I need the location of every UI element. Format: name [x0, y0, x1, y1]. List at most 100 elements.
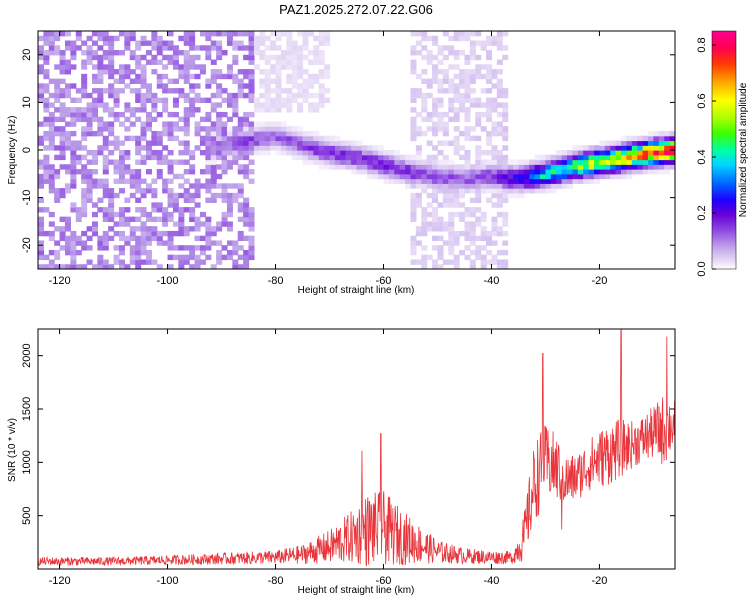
- heatmap-cell: [307, 140, 314, 146]
- heatmap-cell: [480, 230, 487, 237]
- heatmap-cell: [151, 116, 158, 123]
- heatmap-cell: [108, 92, 115, 99]
- heatmap-cell: [653, 150, 660, 156]
- heatmap-cell: [205, 183, 212, 189]
- heatmap-cell: [426, 173, 433, 180]
- heatmap-cell: [189, 245, 196, 251]
- heatmap-cell: [140, 40, 147, 46]
- heatmap-cell: [43, 169, 50, 175]
- heatmap-cell: [410, 211, 417, 218]
- snr-x-ticks: -120 -100 -80 -60 -40 -20: [49, 329, 607, 587]
- heatmap-cell: [459, 164, 466, 170]
- heatmap-cell: [442, 159, 449, 165]
- heatmap-cell: [448, 230, 455, 237]
- heatmap-cell: [653, 159, 660, 165]
- heatmap-cell: [426, 35, 433, 42]
- heatmap-cell: [97, 145, 104, 151]
- heatmap-cell: [48, 116, 55, 123]
- heatmap-cell: [318, 54, 325, 61]
- heatmap-cell: [167, 40, 174, 46]
- heatmap-cell: [453, 50, 460, 56]
- heatmap-cell: [464, 78, 471, 84]
- heatmap-cell: [313, 102, 320, 108]
- heatmap-cell: [216, 221, 223, 227]
- heatmap-cell: [167, 178, 174, 184]
- heatmap-cell: [70, 245, 77, 251]
- heatmap-cell: [318, 35, 325, 42]
- heatmap-cell: [210, 69, 217, 75]
- heatmap-cell: [156, 135, 163, 142]
- heatmap-cell: [216, 126, 223, 132]
- heatmap-cell: [172, 192, 179, 199]
- heatmap-cell: [70, 111, 77, 118]
- heatmap-cell: [302, 92, 309, 99]
- heatmap-cell: [43, 207, 50, 213]
- heatmap-cell: [324, 35, 331, 42]
- heatmap-cell: [129, 111, 136, 118]
- heatmap-cell: [205, 130, 212, 137]
- heatmap-cell: [313, 150, 320, 156]
- heatmap-cell: [118, 173, 125, 180]
- heatmap-cell: [594, 173, 601, 180]
- heatmap-cell: [48, 235, 55, 242]
- heatmap-cell: [475, 178, 482, 184]
- heatmap-cell: [405, 169, 412, 175]
- heatmap-cell: [432, 211, 439, 218]
- heatmap-cell: [437, 69, 444, 75]
- heatmap-cell: [48, 230, 55, 237]
- heatmap-cell: [453, 116, 460, 123]
- heatmap-cell: [280, 121, 287, 127]
- heatmap-cell: [194, 145, 201, 151]
- heatmap-cell: [102, 211, 109, 218]
- heatmap-cell: [518, 169, 525, 175]
- heatmap-cell: [448, 102, 455, 108]
- heatmap-cell: [378, 145, 385, 151]
- heatmap-cell: [64, 226, 71, 232]
- heatmap-cell: [448, 107, 455, 113]
- heatmap-cell: [64, 88, 71, 94]
- heatmap-cell: [248, 221, 255, 227]
- heatmap-cell: [480, 64, 487, 70]
- heatmap-cell: [286, 92, 293, 99]
- heatmap-cell: [70, 107, 77, 113]
- heatmap-cell: [178, 73, 185, 80]
- colorbar-tick-label: 0.4: [696, 149, 708, 164]
- heatmap-cell: [226, 64, 233, 70]
- heatmap-cell: [172, 135, 179, 142]
- heatmap-cell: [432, 54, 439, 61]
- heatmap-cell: [135, 249, 142, 256]
- heatmap-cell: [594, 154, 601, 161]
- heatmap-cell: [75, 216, 82, 222]
- heatmap-cell: [129, 69, 136, 75]
- heatmap-cell: [86, 116, 93, 123]
- heatmap-cell: [64, 183, 71, 189]
- heatmap-cell: [361, 150, 368, 156]
- heatmap-cell: [280, 31, 287, 37]
- heatmap-cell: [70, 140, 77, 146]
- heatmap-cell: [205, 154, 212, 161]
- heatmap-cell: [286, 50, 293, 56]
- heatmap-cell: [270, 64, 277, 70]
- heatmap-cell: [475, 69, 482, 75]
- spectrogram-x-tick-label: -60: [376, 275, 392, 287]
- heatmap-cell: [43, 121, 50, 127]
- heatmap-cell: [248, 121, 255, 127]
- heatmap-cell: [43, 130, 50, 137]
- heatmap-cell: [243, 259, 250, 265]
- heatmap-cell: [264, 102, 271, 108]
- heatmap-cell: [318, 83, 325, 89]
- heatmap-cell: [464, 97, 471, 103]
- heatmap-cell: [648, 150, 655, 156]
- heatmap-cell: [216, 164, 223, 170]
- heatmap-cell: [318, 88, 325, 94]
- heatmap-cell: [550, 169, 557, 175]
- heatmap-cell: [664, 159, 671, 165]
- heatmap-cell: [410, 235, 417, 242]
- heatmap-cell: [270, 121, 277, 127]
- heatmap-cell: [448, 188, 455, 194]
- heatmap-cell: [75, 116, 82, 123]
- heatmap-cell: [469, 221, 476, 227]
- heatmap-cell: [59, 130, 66, 137]
- heatmap-cell: [637, 154, 644, 161]
- heatmap-cell: [513, 164, 520, 170]
